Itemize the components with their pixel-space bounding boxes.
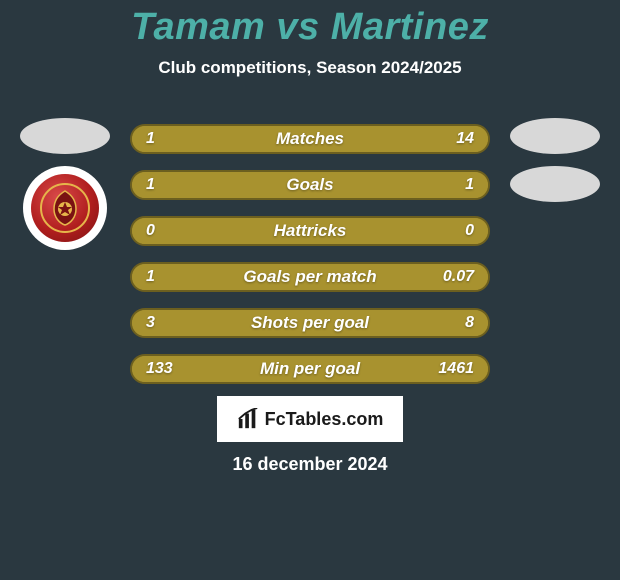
stat-row: 1331461Min per goal <box>130 354 490 384</box>
stat-label: Goals <box>132 175 488 195</box>
snapshot-date: 16 december 2024 <box>0 454 620 475</box>
stat-label: Goals per match <box>132 267 488 287</box>
right-club-badge-placeholder <box>510 166 600 202</box>
brand-logo-icon <box>237 408 259 430</box>
right-player-avatar <box>510 118 600 154</box>
right-player-column <box>505 118 605 202</box>
stat-label: Hattricks <box>132 221 488 241</box>
left-player-avatar <box>20 118 110 154</box>
stat-row: 10.07Goals per match <box>130 262 490 292</box>
club-crest-icon <box>40 183 90 233</box>
brand-text: FcTables.com <box>265 409 384 430</box>
stat-label: Min per goal <box>132 359 488 379</box>
stat-label: Shots per goal <box>132 313 488 333</box>
stat-label: Matches <box>132 129 488 149</box>
stats-bars: 114Matches 11Goals 00Hattricks 10.07Goals p… <box>130 124 490 384</box>
title-left-name: Tamam <box>131 6 265 48</box>
left-club-badge <box>23 166 107 250</box>
stat-row: 38Shots per goal <box>130 308 490 338</box>
comparison-title: Tamam vs Martinez <box>0 6 620 49</box>
stat-row: 11Goals <box>130 170 490 200</box>
left-club-badge-inner <box>31 174 99 242</box>
left-player-column <box>15 118 115 250</box>
title-vs: vs <box>276 6 319 48</box>
stat-row: 114Matches <box>130 124 490 154</box>
brand-watermark: FcTables.com <box>217 396 403 442</box>
comparison-subtitle: Club competitions, Season 2024/2025 <box>0 58 620 78</box>
stat-row: 00Hattricks <box>130 216 490 246</box>
title-right-name: Martinez <box>331 6 489 48</box>
